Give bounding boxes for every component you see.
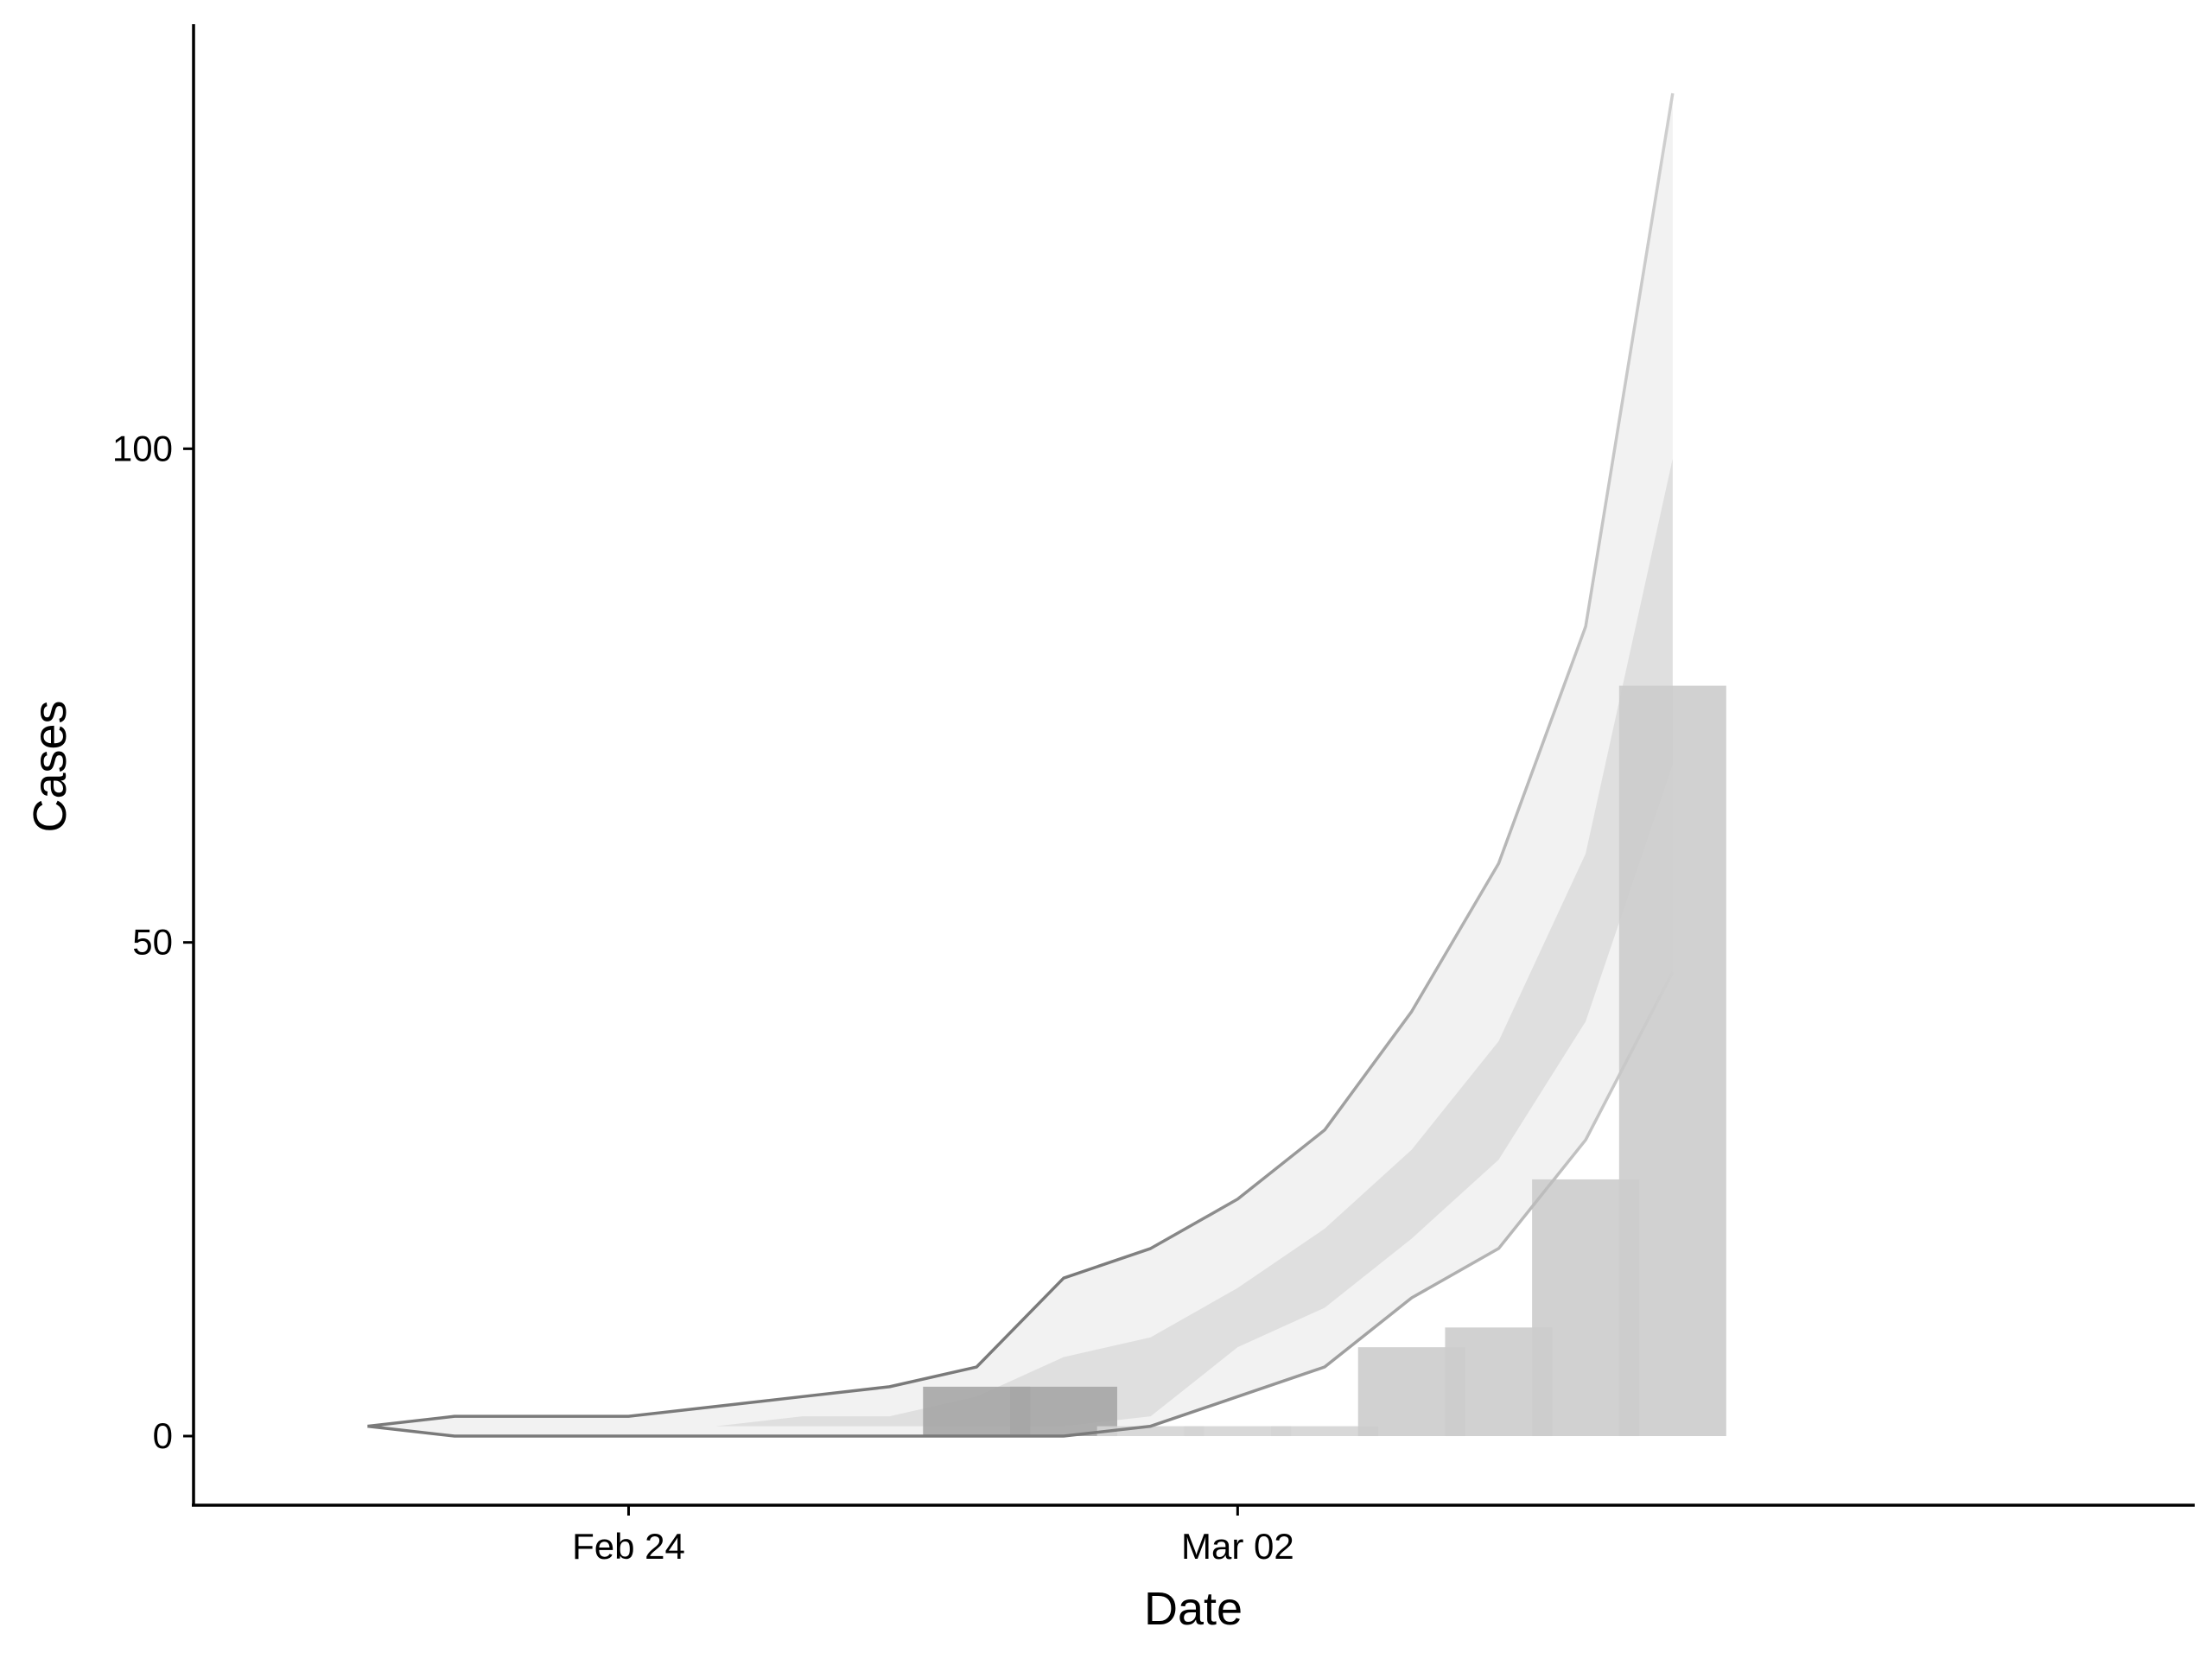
axes (192, 24, 2195, 1507)
lower-bound-line (367, 971, 1675, 1438)
bar-series (923, 685, 1726, 1437)
outer-band (367, 92, 1673, 1437)
tick-marks: 0 50 100 Feb 24 Mar 02 (112, 428, 1294, 1567)
y-tick-label: 50 (132, 922, 173, 963)
projection-bands (367, 92, 1673, 1437)
x-tick-label: Feb 24 (572, 1526, 685, 1567)
y-axis-title: Cases (24, 700, 76, 832)
y-tick-label: 100 (112, 428, 173, 468)
x-tick-label: Mar 02 (1181, 1526, 1294, 1567)
bar (1096, 1426, 1205, 1437)
bar (1271, 1426, 1379, 1437)
x-axis-title: Date (1144, 1583, 1243, 1635)
projection-lines (367, 92, 1675, 1438)
bar (1184, 1426, 1292, 1437)
y-tick-label: 0 (153, 1415, 173, 1456)
bar (1618, 685, 1726, 1437)
upper-bound-line (367, 92, 1675, 1428)
